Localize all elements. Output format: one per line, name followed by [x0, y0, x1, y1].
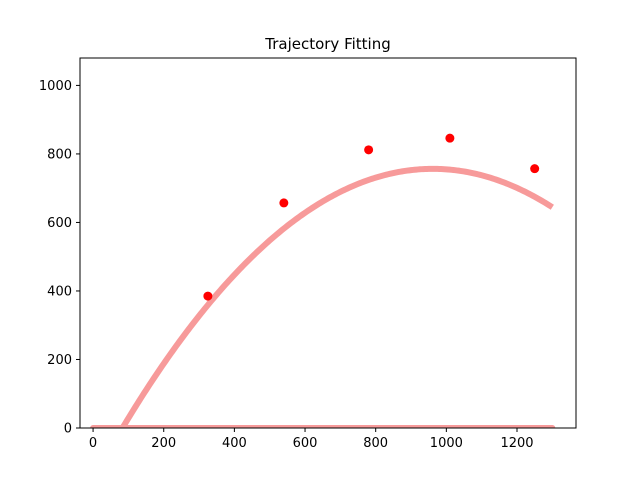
- data-point: [279, 198, 289, 208]
- data-point: [530, 164, 540, 174]
- y-tick-label: 600: [47, 216, 72, 231]
- axes-frame: [79, 57, 577, 429]
- data-point: [445, 133, 455, 143]
- data-point: [364, 145, 374, 155]
- data-point: [203, 291, 213, 301]
- chart-title: Trajectory Fitting: [264, 35, 391, 53]
- y-axis: 0 200 400 600 800 1000: [39, 79, 80, 437]
- x-tick-label: 800: [363, 436, 388, 451]
- x-tick-label: 1200: [500, 436, 533, 451]
- y-tick-label: 0: [64, 422, 72, 437]
- x-tick-label: 600: [293, 436, 318, 451]
- x-tick-label: 1000: [430, 436, 463, 451]
- y-tick-label: 200: [47, 353, 72, 368]
- x-tick-label: 400: [222, 436, 247, 451]
- x-tick-label: 200: [151, 436, 176, 451]
- y-tick-label: 800: [47, 147, 72, 162]
- x-tick-label: 0: [89, 436, 97, 451]
- y-tick-label: 400: [47, 284, 72, 299]
- plot-area: [90, 133, 556, 428]
- y-tick-label: 1000: [39, 79, 72, 94]
- x-axis: 0 200 400 600 800 1000 1200: [89, 428, 534, 451]
- fitted-trajectory-curve: [118, 165, 554, 428]
